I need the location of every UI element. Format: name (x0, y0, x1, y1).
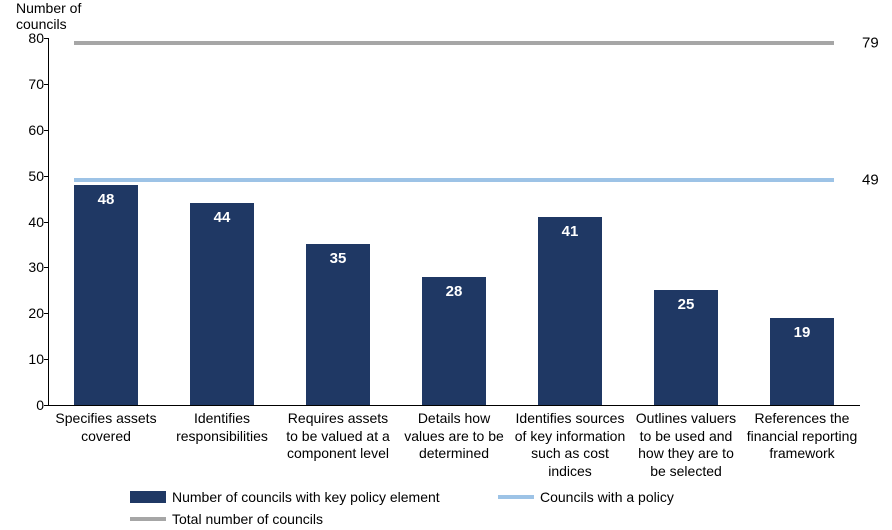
y-tick-label: 70 (0, 76, 44, 92)
reference-line (74, 41, 834, 45)
legend-label-policy-line: Councils with a policy (540, 489, 674, 505)
bar: 35 (306, 244, 370, 405)
bar-value-label: 35 (306, 250, 370, 267)
y-tick-label: 60 (0, 122, 44, 138)
bar: 41 (538, 217, 602, 405)
y-tick-label: 10 (0, 351, 44, 367)
legend-swatch-policy-line (498, 495, 534, 499)
x-axis-line (48, 405, 860, 406)
category-label: References the financial reporting frame… (746, 410, 858, 463)
category-label: Identifies sources of key information su… (514, 410, 626, 480)
y-tick-label: 0 (0, 397, 44, 413)
councils-policy-chart: Number of councils 01020304050607080 484… (0, 0, 892, 528)
bar-value-label: 28 (422, 283, 486, 300)
reference-line (74, 178, 834, 182)
category-label: Specifies assets covered (50, 410, 162, 445)
y-tick-label: 80 (0, 30, 44, 46)
bar-value-label: 48 (74, 191, 138, 208)
reference-line-label: 49 (862, 172, 879, 189)
legend-swatch-total-line (130, 517, 166, 521)
category-label: Details how values are to be determined (398, 410, 510, 463)
category-label: Identifies responsibilities (166, 410, 278, 445)
bar-value-label: 44 (190, 209, 254, 226)
y-tick-label: 40 (0, 214, 44, 230)
bar: 28 (422, 277, 486, 405)
bar: 25 (654, 290, 718, 405)
bar-value-label: 19 (770, 324, 834, 341)
category-label: Requires assets to be valued at a compon… (282, 410, 394, 463)
bar: 19 (770, 318, 834, 405)
bar-value-label: 41 (538, 223, 602, 240)
y-tick-label: 20 (0, 305, 44, 321)
plot-area: 48 44 35 28 41 25 19 (48, 38, 860, 405)
bar: 48 (74, 185, 138, 405)
legend-swatch-bars (130, 491, 166, 503)
y-axis-title: Number of councils (16, 0, 81, 32)
bar: 44 (190, 203, 254, 405)
bar-value-label: 25 (654, 296, 718, 313)
y-tick-label: 50 (0, 168, 44, 184)
legend-label-total-line: Total number of councils (172, 511, 323, 527)
legend-label-bars: Number of councils with key policy eleme… (172, 489, 440, 505)
reference-line-label: 79 (862, 34, 879, 51)
category-label: Outlines valuers to be used and how they… (630, 410, 742, 480)
y-tick-mark (44, 405, 48, 406)
y-tick-label: 30 (0, 259, 44, 275)
